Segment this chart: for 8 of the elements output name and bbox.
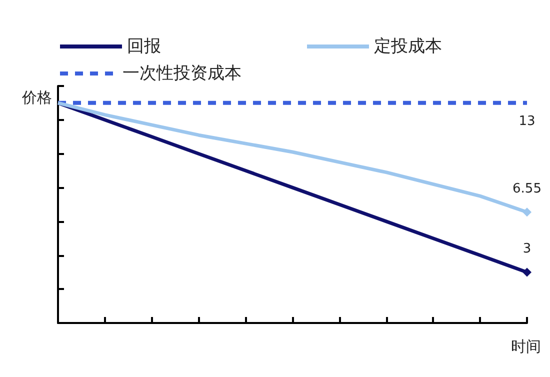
legend-label: 回报 <box>127 36 161 56</box>
legend-label: 一次性投资成本 <box>122 64 242 84</box>
y-axis-title: 价格 <box>21 88 52 106</box>
x-axis-title: 时间 <box>511 338 541 356</box>
data-label: 3 <box>522 242 532 257</box>
data-label: 6.55 <box>512 182 542 197</box>
data-label: 13 <box>518 114 536 129</box>
legend-label: 定投成本 <box>374 36 442 56</box>
